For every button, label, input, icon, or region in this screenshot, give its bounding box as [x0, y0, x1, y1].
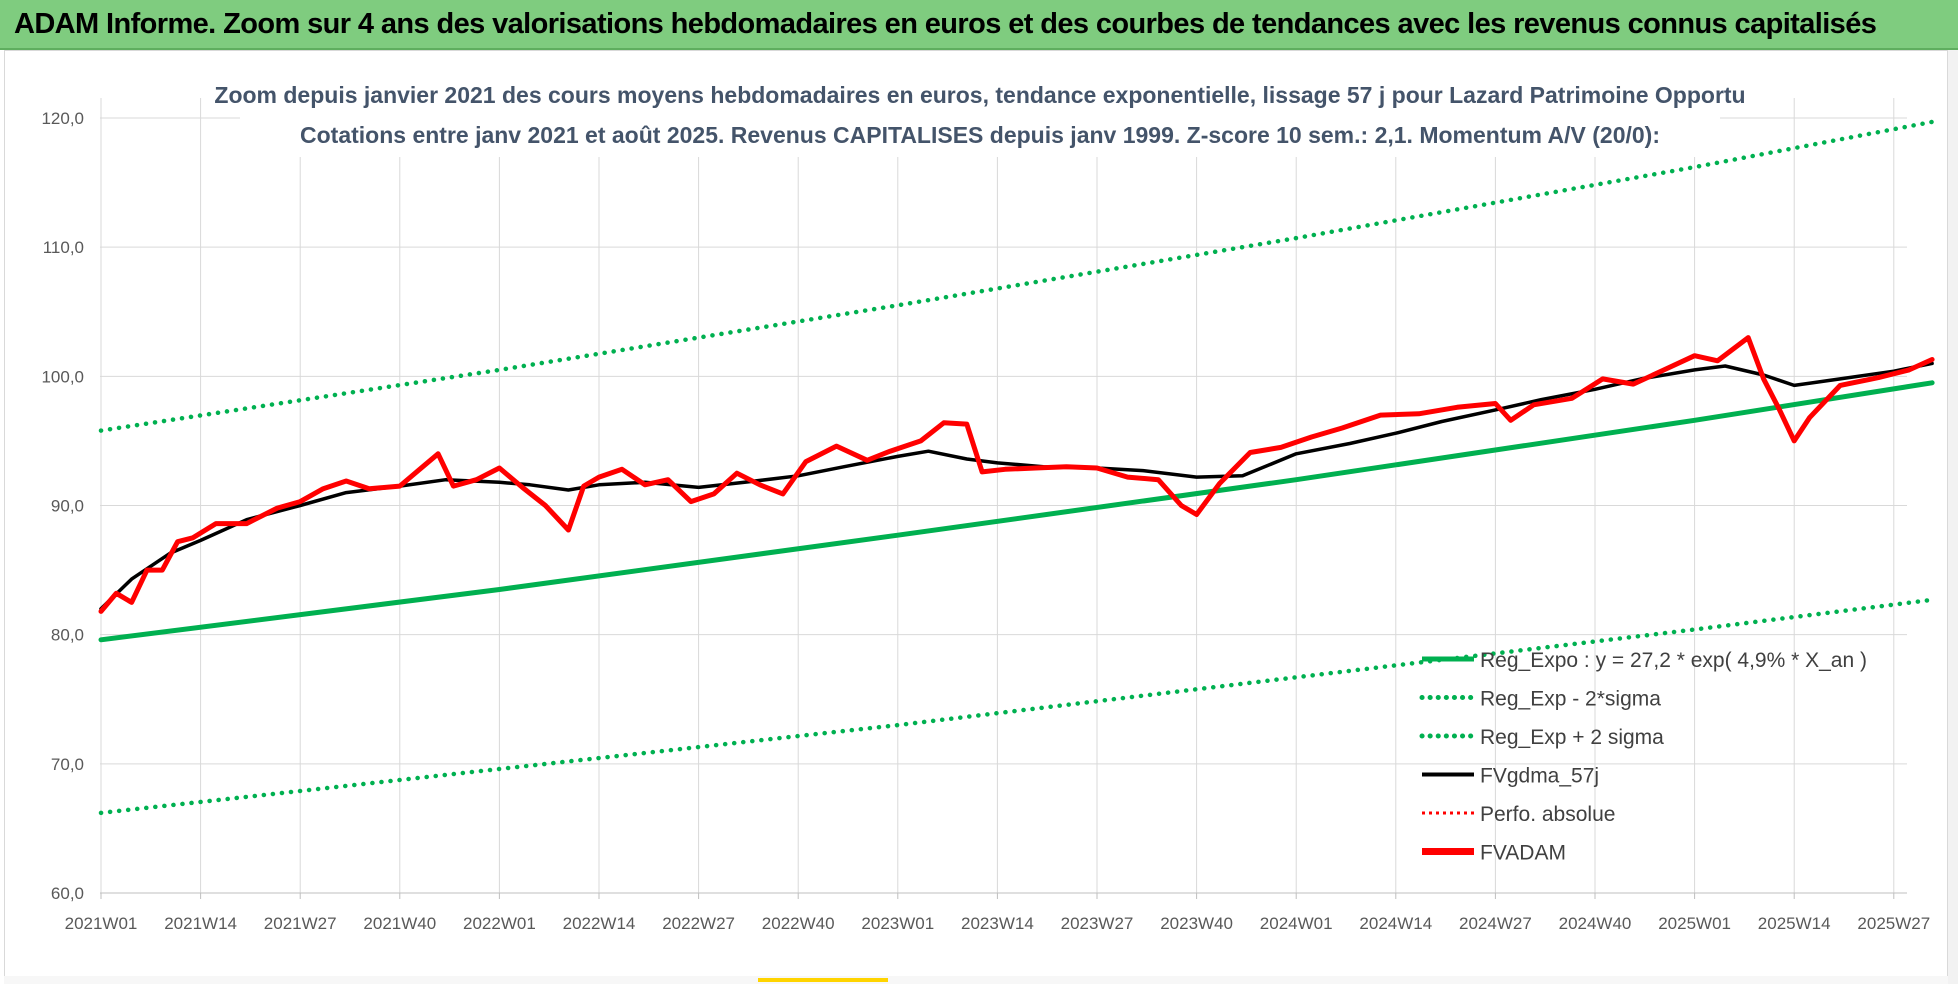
y-tick-label: 110,0	[43, 238, 84, 257]
gridlines	[100, 98, 1907, 899]
y-tick-label: 70,0	[51, 755, 84, 774]
x-tick-label: 2022W01	[463, 914, 536, 933]
bottom-strip	[4, 976, 1948, 984]
x-tick-label: 2021W14	[164, 914, 237, 933]
legend-label: Reg_Exp + 2 sigma	[1480, 726, 1664, 749]
chart-series	[98, 119, 1935, 816]
y-tick-label: 60,0	[51, 884, 84, 903]
x-tick-label: 2023W01	[861, 914, 934, 933]
x-tick-label: 2025W27	[1857, 914, 1930, 933]
x-tick-label: 2022W27	[662, 914, 735, 933]
chart-title-line-2: Cotations entre janv 2021 et août 2025. …	[300, 122, 1660, 148]
right-edge	[1948, 50, 1958, 984]
x-tick-label: 2025W14	[1758, 914, 1831, 933]
reg-exp-minus-2sigma-line	[98, 597, 1935, 816]
title-background	[240, 77, 1720, 157]
x-tick-label: 2024W14	[1359, 914, 1432, 933]
x-axis-ticks: 2021W01 2021W14 2021W27 2021W40 2022W01 2022W…	[65, 914, 1931, 933]
x-tick-label: 2021W40	[363, 914, 436, 933]
y-tick-label: 80,0	[51, 626, 84, 645]
y-tick-label: 100,0	[41, 367, 84, 386]
x-tick-label: 2021W01	[65, 914, 138, 933]
x-tick-label: 2025W01	[1658, 914, 1731, 933]
x-tick-label: 2023W14	[961, 914, 1034, 933]
reg-exp-plus-2sigma-line	[98, 119, 1935, 433]
chart-legend: Reg_Expo : y = 27,2 * exp( 4,9% * X_an )…	[1419, 649, 1867, 865]
left-border	[0, 50, 4, 984]
legend-label: Reg_Exp - 2*sigma	[1480, 688, 1661, 711]
chart-title: Zoom depuis janvier 2021 des cours moyen…	[214, 77, 1746, 157]
legend-label: Perfo. absolue	[1480, 803, 1615, 826]
reg-expo-line	[98, 380, 1935, 643]
x-tick-label: 2021W27	[264, 914, 337, 933]
legend-label: FVADAM	[1480, 842, 1566, 865]
report-title: ADAM Informe. Zoom sur 4 ans des valoris…	[14, 8, 1877, 40]
legend-label: Reg_Expo : y = 27,2 * exp( 4,9% * X_an )	[1480, 649, 1867, 672]
x-tick-label: 2024W01	[1260, 914, 1333, 933]
y-tick-label: 120,0	[41, 109, 84, 128]
y-axis-ticks: 60,0 70,0 80,0 90,0 100,0 110,0 120,0	[41, 109, 84, 903]
chart-title-line-1: Zoom depuis janvier 2021 des cours moyen…	[214, 82, 1745, 108]
fvadam-line	[98, 335, 1935, 614]
x-tick-label: 2023W40	[1160, 914, 1233, 933]
x-tick-label: 2022W40	[762, 914, 835, 933]
legend-label: FVgdma_57j	[1480, 765, 1599, 788]
x-tick-label: 2022W14	[563, 914, 636, 933]
y-tick-label: 90,0	[51, 497, 84, 516]
x-tick-label: 2024W27	[1459, 914, 1532, 933]
x-tick-label: 2024W40	[1559, 914, 1632, 933]
x-tick-label: 2023W27	[1061, 914, 1134, 933]
chart-frame	[4, 50, 1948, 978]
report-banner: ADAM Informe. Zoom sur 4 ans des valoris…	[0, 0, 1958, 50]
bottom-marker	[758, 978, 888, 982]
